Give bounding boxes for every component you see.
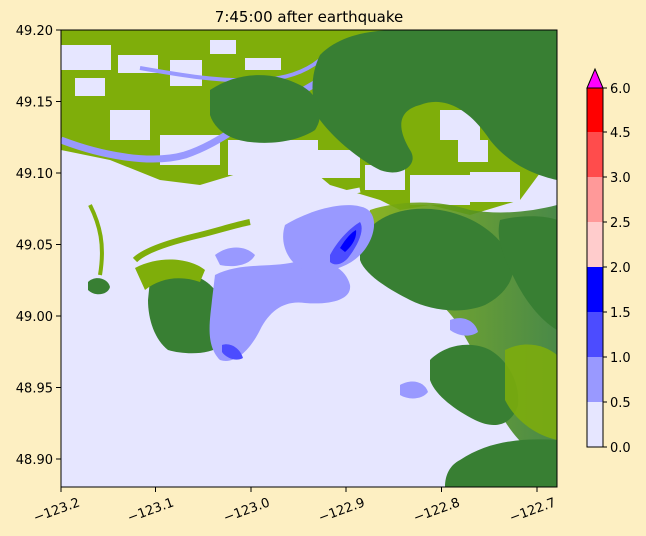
x-tick-label: −122.8 <box>412 495 462 526</box>
tsawwassen-causeway <box>132 219 251 263</box>
point-roberts-peninsula <box>148 273 228 354</box>
plot-frame <box>60 29 558 488</box>
inundation-0-5-to-1-0 <box>209 205 478 399</box>
colorbar-tick-label: 0.5 <box>610 396 631 411</box>
colorbar-band-3 <box>587 267 603 312</box>
north-central-hills <box>210 75 320 143</box>
north-east-hills <box>312 30 557 180</box>
urban-grid-patches <box>61 38 555 210</box>
colorbar-band-0 <box>587 402 603 447</box>
inundation-1-5-to-2-0 <box>340 230 357 252</box>
small-island <box>88 278 110 295</box>
colorbar-band-4 <box>587 222 603 267</box>
x-axis-ticks <box>60 487 538 492</box>
y-tick-label: 49.00 <box>16 310 53 325</box>
fraser-river-lower <box>61 187 361 214</box>
colorbar-band-1 <box>587 357 603 402</box>
x-axis: −123.2 −123.1 −123.0 −122.9 −122.8 −122.… <box>32 487 558 526</box>
colorbar-ticks <box>603 87 607 448</box>
colorbar-band-6 <box>587 132 603 177</box>
x-tick-label: −123.1 <box>126 495 176 526</box>
y-tick-label: 49.15 <box>16 96 53 111</box>
y-tick-label: 48.90 <box>16 453 53 468</box>
y-tick-label: 49.10 <box>16 167 53 182</box>
y-tick-label: 49.05 <box>16 239 53 254</box>
y-axis-ticks <box>56 29 61 460</box>
east-ridge <box>498 216 557 330</box>
colorbar: 0.0 0.5 1.0 1.5 2.0 2.5 3.0 4.5 6.0 <box>586 67 631 456</box>
x-tick-label: −123.2 <box>32 495 82 526</box>
surrey-upland <box>360 208 514 311</box>
map-title: 7:45:00 after earthquake <box>215 8 403 26</box>
colorbar-band-5 <box>587 177 603 222</box>
colorbar-tick-label: 1.5 <box>610 306 631 321</box>
colorbar-tick-label: 1.0 <box>610 351 631 366</box>
colorbar-over-arrow <box>586 67 604 89</box>
peninsula-fringe <box>135 259 205 290</box>
colorbar-tick-label: 2.0 <box>610 261 631 276</box>
west-causeway <box>88 204 104 276</box>
x-tick-label: −123.0 <box>222 495 272 526</box>
y-axis: 49.20 49.15 49.10 49.05 49.00 48.95 48.9… <box>16 24 61 468</box>
colorbar-tick-label: 3.0 <box>610 171 631 186</box>
y-tick-label: 49.20 <box>16 24 53 39</box>
y-tick-label: 48.95 <box>16 382 53 397</box>
map-plot-area <box>60 29 558 488</box>
colorbar-tick-label: 6.0 <box>610 82 631 97</box>
south-headland <box>430 344 519 425</box>
south-east-slope <box>505 344 557 440</box>
colorbar-tick-label: 0.0 <box>610 441 631 456</box>
colorbar-tick-label: 4.5 <box>610 126 631 141</box>
colorbar-band-7 <box>587 88 603 132</box>
x-tick-label: −122.9 <box>317 495 367 526</box>
x-tick-label: −122.7 <box>508 495 558 526</box>
south-east-land <box>445 439 557 487</box>
colorbar-band-2 <box>587 312 603 357</box>
colorbar-tick-label: 2.5 <box>610 216 631 231</box>
